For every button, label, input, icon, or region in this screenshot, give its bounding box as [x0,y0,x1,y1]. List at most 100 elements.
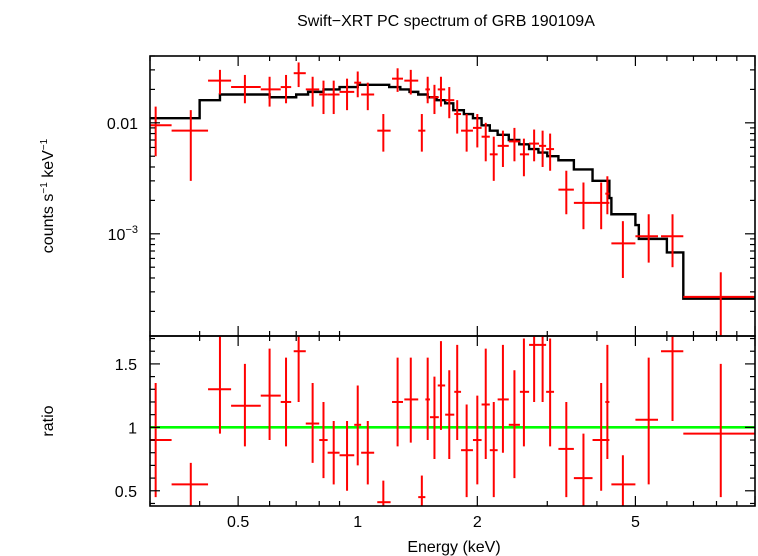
ratio-data-point [361,421,375,485]
spectrum-panel: 0.01 10−3 [107,55,756,337]
ratio-data-point [605,344,610,460]
ratio-data-point [404,357,419,443]
ratio-data-point [437,341,446,430]
spectrum-data-point [392,68,403,92]
spectrum-data-point [445,87,455,119]
spectrum-data-point [425,76,430,104]
ratio-data-point [481,348,490,460]
x-tick-label: 1 [353,514,362,531]
spectrum-data-point [611,221,636,278]
ratio-data-point [280,357,292,447]
spectrum-data-point [361,82,375,111]
ratio-data-point [611,455,636,506]
spectrum-data-point [529,129,540,162]
ratio-data-point [260,348,281,441]
ratio-data-point [305,382,320,463]
y-axis-label-part: counts s [40,194,57,254]
y-tick-label-exp: −3 [125,224,138,236]
ratio-data-layer [150,336,755,506]
y-axis-label-part: keV [40,150,57,182]
ratio-data-point [529,336,540,402]
ratio-data-point [293,336,306,402]
spectrum-data-point [305,76,320,107]
ratio-data-point [425,357,430,441]
y-axis-label-exp: −1 [39,182,50,194]
y-tick-label: 1.5 [115,357,137,374]
ratio-data-point [339,421,355,491]
ratio-data-point [171,462,209,506]
ratio-data-point [661,336,684,421]
spectrum-data-point [437,76,446,107]
model-step-line [150,83,755,300]
spectrum-data-point [150,106,172,157]
ratio-data-point [429,376,439,460]
spectrum-data-point [377,114,391,152]
spectrum-data-point [429,84,439,115]
ratio-panel: 0.5 1 2 5 0.5 1 1.5 [115,335,756,531]
data-layer [150,62,755,336]
ratio-data-point [508,370,520,479]
ratio-data-point [327,421,340,485]
spectrum-data-point [260,76,281,107]
ratio-data-point [683,363,755,498]
ratio-data-point [558,401,574,498]
spectrum-data-point [558,170,574,215]
ratio-data-point [354,385,362,466]
ratio-data-point [472,395,482,485]
spectrum-data-point [293,62,306,88]
spectrum-data-point [418,114,426,152]
y-tick-label: 1 [128,420,137,437]
spectrum-data-point [171,110,209,181]
spectrum-data-point [573,182,593,230]
spectrum-data-point [481,122,490,162]
spectrum-data-point [354,71,362,98]
chart-title: Swift−XRT PC spectrum of GRB 190109A [297,13,595,30]
ratio-data-point [461,404,473,498]
spectrum-data-point [635,214,659,263]
spectrum-data-point [208,69,232,95]
y-tick-label-base: 0.01 [107,116,138,133]
ratio-data-point [489,401,498,498]
spectrum-data-point [404,69,419,95]
y-tick-label: 10−3 [108,224,138,244]
ratio-data-point [519,338,530,447]
spectrum-plot-frame [149,55,756,337]
ratio-data-point [392,357,403,447]
y-axis-label-spectrum: counts s−1 keV−1 [39,138,57,253]
spectrum-data-point [327,80,340,115]
y-tick-label: 0.01 [107,116,138,133]
spectrum-data-point [339,78,355,111]
x-tick-label: 0.5 [227,514,249,531]
y-tick-label-base: 10 [108,227,126,244]
ratio-data-point [454,344,462,441]
y-axis-label-ratio: ratio [40,405,57,436]
x-tick-label: 2 [473,514,482,531]
ratio-data-point [539,336,547,402]
x-tick-label: 5 [631,514,640,531]
y-tick-label: 0.5 [115,484,137,501]
spectrum-data-point [454,100,462,134]
spectrum-data-point [231,74,261,104]
spectrum-data-point [661,214,684,268]
spectrum-data-point [319,80,328,115]
spectrum-data-point [539,130,547,167]
spectrum-data-point [546,133,555,171]
spectrum-data-point [489,136,498,181]
ratio-axes: 0.5 1 2 5 0.5 1 1.5 [115,335,756,531]
x-axis-label: Energy (keV) [407,539,500,556]
ratio-data-point [445,370,455,460]
spectrum-data-point [519,138,530,177]
ratio-data-point [573,433,593,506]
ratio-data-point [497,344,509,453]
ratio-data-point [635,357,659,485]
spectrum-data-point [280,74,292,104]
y-axis-label-exp: −1 [39,138,50,150]
spectrum-data-point [605,176,610,215]
ratio-data-point [319,401,328,479]
spectrum-data-point [683,272,755,336]
spectrum-data-point [461,114,473,152]
spectrum-data-point [508,127,520,162]
ratio-data-point [208,336,232,434]
ratio-data-point [546,338,555,447]
